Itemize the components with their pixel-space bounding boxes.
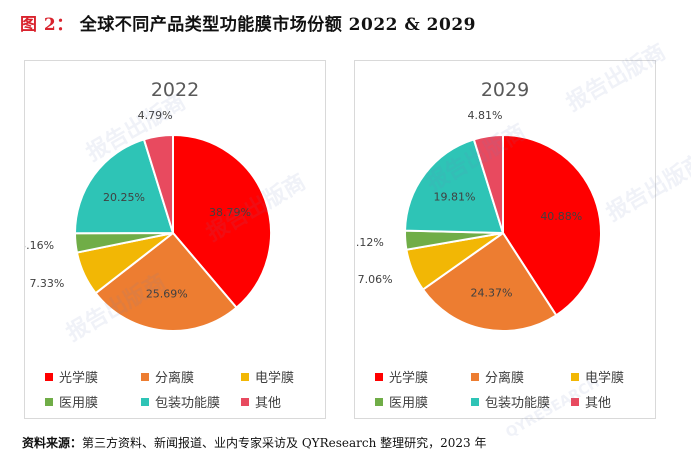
legend-item: 包装功能膜 xyxy=(141,392,241,411)
chart-title-2022: 2022 xyxy=(150,79,200,101)
legend-swatch xyxy=(471,372,479,381)
legend-item: 其他 xyxy=(571,392,655,411)
pie-chart-2029: 40.88% 24.37% 7.06% 3.12% 19.81% 4.81% xyxy=(355,109,603,332)
pie-panel-2029: 2029 40.88% 24.37% 7.06% 3.12% 19.81% 4.81% 光… xyxy=(354,60,656,419)
legend-item: 分离膜 xyxy=(141,367,241,386)
legend-swatch xyxy=(571,397,579,406)
legend-item: 医用膜 xyxy=(375,392,471,411)
legend-label: 光学膜 xyxy=(59,371,99,386)
legend-label: 分离膜 xyxy=(155,371,195,386)
legend-label: 分离膜 xyxy=(485,371,525,386)
legend-item: 医用膜 xyxy=(45,392,141,411)
chart-title-2029: 2029 xyxy=(480,79,530,101)
pie-slice-2 xyxy=(421,231,558,332)
data-label-1: 38.79% xyxy=(209,206,251,219)
legend-label: 医用膜 xyxy=(59,396,99,411)
legend-item: 光学膜 xyxy=(375,367,471,386)
legend-swatch xyxy=(241,372,249,381)
data-label-2: 24.37% xyxy=(471,287,513,300)
legend-label: 包装功能膜 xyxy=(485,396,551,411)
source-label: 资料来源： xyxy=(22,436,83,450)
figure-label: 图 2： xyxy=(20,15,74,35)
legend-swatch xyxy=(375,397,383,406)
legend-swatch xyxy=(471,397,479,406)
legend-swatch xyxy=(45,372,53,381)
data-label-5: 20.25% xyxy=(103,191,145,204)
legend-swatch xyxy=(141,372,149,381)
data-label-6: 4.79% xyxy=(138,109,173,122)
data-label-3: 7.33% xyxy=(29,277,64,290)
data-label-2: 25.69% xyxy=(146,287,188,300)
legend-item: 光学膜 xyxy=(45,367,141,386)
legend-item: 电学膜 xyxy=(241,367,325,386)
legend-item: 分离膜 xyxy=(471,367,571,386)
legend-item: 其他 xyxy=(241,392,325,411)
figure-title-text: 全球不同产品类型功能膜市场份额 2022 & 2029 xyxy=(79,15,476,35)
pie-slice-6 xyxy=(472,133,504,234)
data-label-5: 19.81% xyxy=(434,190,476,203)
data-label-3: 7.06% xyxy=(358,273,393,286)
data-label-4: 3.16% xyxy=(25,239,54,252)
legend-swatch xyxy=(241,397,249,406)
pie-chart-2022: 38.79% 25.69% 7.33% 3.16% 20.25% 4.79% xyxy=(25,109,272,332)
source-note: 资料来源：第三方资料、新闻报道、业内专家采访及 QYResearch 整理研究，… xyxy=(22,434,487,451)
legend-item: 包装功能膜 xyxy=(471,392,571,411)
data-label-4: 3.12% xyxy=(355,236,384,249)
legend-label: 光学膜 xyxy=(389,371,429,386)
figure-title: 图 2： 全球不同产品类型功能膜市场份额 2022 & 2029 xyxy=(20,10,476,40)
legend-swatch xyxy=(375,372,383,381)
pie-slice-1 xyxy=(172,133,272,310)
legend-swatch xyxy=(141,397,149,406)
legend-label: 医用膜 xyxy=(389,396,429,411)
legend-2029: 光学膜 分离膜 电学膜医用膜 包装功能膜 其他 xyxy=(375,367,655,411)
legend-swatch xyxy=(45,397,53,406)
pie-panel-2022: 2022 38.79% 25.69% 7.33% 3.16% 20.25% 4.79% 光… xyxy=(24,60,326,419)
legend-label: 包装功能膜 xyxy=(155,396,221,411)
legend-swatch xyxy=(571,372,579,381)
pie-slice-5 xyxy=(404,138,505,235)
data-label-6: 4.81% xyxy=(468,109,503,122)
legend-label: 电学膜 xyxy=(585,371,625,386)
legend-label: 电学膜 xyxy=(255,371,295,386)
legend-item: 电学膜 xyxy=(571,367,655,386)
pie-slice-5 xyxy=(73,138,175,235)
data-label-1: 40.88% xyxy=(540,210,582,223)
legend-label: 其他 xyxy=(585,396,612,411)
pie-slice-6 xyxy=(142,133,174,234)
pie-slice-2 xyxy=(94,231,238,332)
legend-label: 其他 xyxy=(255,396,282,411)
source-text: 第三方资料、新闻报道、业内专家采访及 QYResearch 整理研究，2023 … xyxy=(82,436,487,450)
legend-2022: 光学膜 分离膜 电学膜医用膜 包装功能膜 其他 xyxy=(45,367,325,411)
